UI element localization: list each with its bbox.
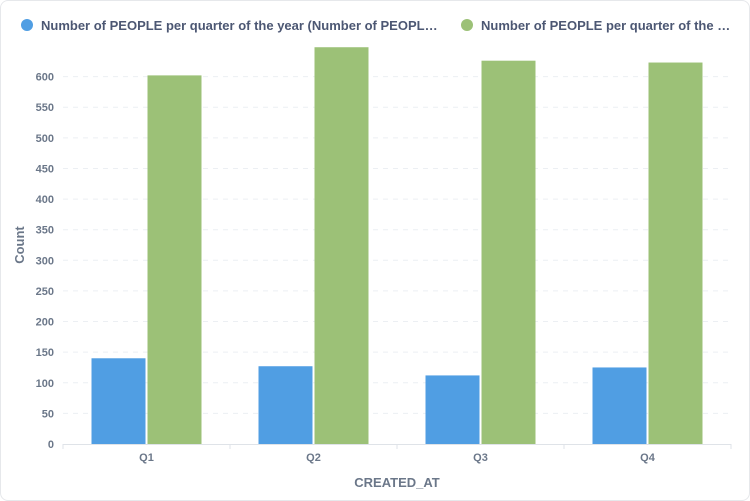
y-tick-label: 150 — [36, 347, 54, 359]
y-tick-label: 200 — [36, 317, 54, 329]
legend-item-series-1[interactable]: Number of PEOPLE per quarter of the year… — [21, 18, 445, 33]
y-tick-label: 500 — [36, 133, 54, 145]
bar-series-1-q1[interactable] — [91, 358, 146, 444]
x-axis-ticks: Q1 Q2 Q3 Q4 — [62, 444, 732, 464]
legend-dot-series-1 — [21, 19, 33, 31]
y-tick-label: 0 — [48, 439, 54, 451]
bar-series-1-q3[interactable] — [425, 375, 480, 444]
y-tick-label: 50 — [42, 408, 54, 420]
bar-series-2-q2[interactable] — [314, 47, 369, 445]
y-tick-label: 600 — [36, 72, 54, 84]
y-tick-label: 100 — [36, 378, 54, 390]
bar-series-1-q4[interactable] — [592, 367, 647, 444]
bar-series-2-q3[interactable] — [481, 60, 536, 445]
x-axis-title: CREATED_AT — [354, 475, 440, 490]
y-tick-label: 400 — [36, 194, 54, 206]
y-tick-label: 350 — [36, 225, 54, 237]
y-axis-title: Count — [12, 226, 27, 264]
y-tick-label: 450 — [36, 163, 54, 175]
y-tick-label: 250 — [36, 286, 54, 298]
y-axis-ticks: 0 50 100 150 200 250 300 350 400 450 500 550 600 — [36, 72, 54, 451]
bar-series-1-q2[interactable] — [258, 366, 313, 444]
bar-series-2-q1[interactable] — [147, 75, 202, 444]
x-tick-label: Q1 — [139, 452, 154, 464]
legend-dot-series-2 — [461, 19, 473, 31]
legend-item-series-2[interactable]: Number of PEOPLE per quarter of the y… — [461, 18, 731, 33]
x-tick-label: Q2 — [306, 452, 321, 464]
y-tick-label: 300 — [36, 255, 54, 267]
bars — [91, 47, 703, 445]
bar-series-2-q4[interactable] — [648, 62, 703, 444]
x-tick-label: Q4 — [640, 452, 656, 464]
y-tick-label: 550 — [36, 102, 54, 114]
legend: Number of PEOPLE per quarter of the year… — [21, 13, 731, 37]
x-tick-label: Q3 — [473, 452, 488, 464]
